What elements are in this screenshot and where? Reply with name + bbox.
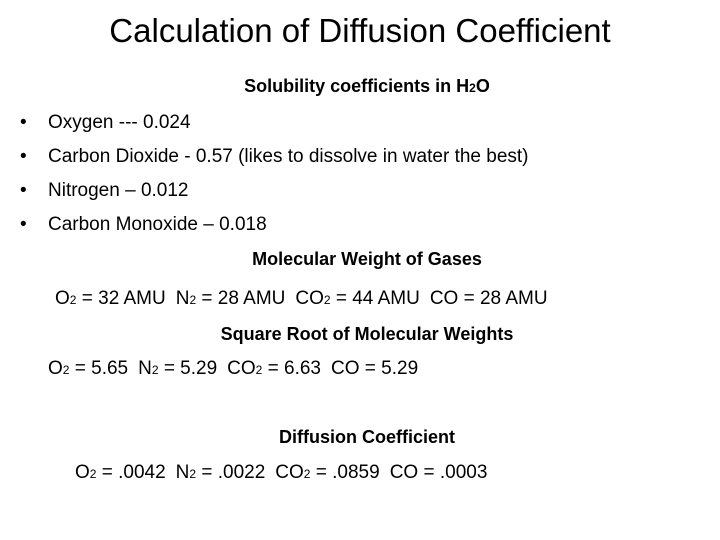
formula-item: CO2 = .0859 [275, 462, 379, 483]
formula-value: = 32 AMU [81, 288, 166, 309]
bullet-dot: • [20, 214, 27, 235]
formula: N [175, 462, 190, 483]
section-heading: Solubility coefficients in H2O [117, 76, 617, 97]
formula-item: CO = .0003 [390, 462, 488, 483]
heading-text: O [475, 76, 490, 96]
formula-line: O2 = 32 AMU N2 = 28 AMU CO2 = 44 AMU CO = 2… [55, 288, 558, 310]
formula-item: CO2 = 6.63 [227, 358, 321, 379]
formula-value: = 5.29 [163, 358, 218, 379]
bullet-item: • Nitrogen – 0.012 [20, 180, 189, 202]
formula-value: = 5.29 [364, 358, 419, 379]
formula-subscript: 2 [255, 363, 263, 377]
bullet-item: • Carbon Dioxide - 0.57 (likes to dissolv… [20, 146, 529, 168]
heading-subscript: 2 [469, 81, 476, 95]
formula-subscript: 2 [89, 467, 97, 481]
formula-value: = 5.65 [74, 358, 129, 379]
bullet-dot: • [20, 112, 27, 133]
formula-subscript: 2 [189, 467, 197, 481]
bullet-text: Oxygen --- 0.024 [48, 112, 191, 133]
formula-value: = 28 AMU [463, 288, 548, 309]
formula-value: = 6.63 [267, 358, 321, 379]
formula-item: CO = 5.29 [331, 358, 418, 379]
formula-value: = .0022 [201, 462, 266, 483]
bullet-item: • Carbon Monoxide – 0.018 [20, 214, 267, 236]
bullet-text: Nitrogen – 0.012 [48, 180, 189, 201]
bullet-dot: • [20, 146, 27, 167]
formula-subscript: 2 [151, 363, 159, 377]
formula: CO [429, 288, 459, 309]
formula-subscript: 2 [69, 293, 77, 307]
formula-line: O2 = .0042 N2 = .0022 CO2 = .0859 CO = .000… [75, 462, 497, 484]
formula-item: CO2 = 44 AMU [295, 288, 419, 309]
formula-item: N2 = .0022 [176, 462, 266, 483]
bullet-dot: • [20, 180, 27, 201]
formula: N [175, 288, 190, 309]
formula-item: CO = 28 AMU [430, 288, 548, 309]
formula-subscript: 2 [323, 293, 331, 307]
formula-item: O2 = .0042 [75, 462, 166, 483]
section-heading: Molecular Weight of Gases [252, 249, 482, 269]
formula-subscript: 2 [189, 293, 197, 307]
section-heading: Square Root of Molecular Weights [220, 324, 514, 344]
formula-item: O2 = 32 AMU [55, 288, 166, 309]
formula-value: = 28 AMU [201, 288, 286, 309]
bullet-item: • Oxygen --- 0.024 [20, 112, 191, 134]
bullet-text: Carbon Dioxide - 0.57 (likes to dissolve… [48, 146, 529, 167]
formula-item: N2 = 5.29 [138, 358, 217, 379]
section-heading: Diffusion Coefficient [279, 427, 455, 447]
formula-line: O2 = 5.65 N2 = 5.29 CO2 = 6.63 CO = 5.29 [48, 358, 428, 380]
formula: CO [389, 462, 419, 483]
formula-subscript: 2 [62, 363, 70, 377]
formula: CO [275, 462, 304, 483]
formula: O [75, 462, 90, 483]
formula: O [48, 358, 63, 379]
formula-value: = .0859 [315, 462, 380, 483]
formula-item: O2 = 5.65 [48, 358, 128, 379]
formula-value: = 44 AMU [335, 288, 420, 309]
formula-item: N2 = 28 AMU [176, 288, 286, 309]
heading-text: Solubility coefficients in H [244, 76, 470, 96]
formula: N [138, 358, 152, 379]
formula: CO [227, 358, 256, 379]
bullet-text: Carbon Monoxide – 0.018 [48, 214, 267, 235]
formula-subscript: 2 [303, 467, 311, 481]
formula-value: = .0042 [101, 462, 166, 483]
formula: O [55, 288, 70, 309]
formula-value: = .0003 [423, 462, 488, 483]
slide-title: Calculation of Diffusion Coefficient [109, 12, 611, 49]
formula: CO [331, 358, 360, 379]
formula: CO [295, 288, 324, 309]
